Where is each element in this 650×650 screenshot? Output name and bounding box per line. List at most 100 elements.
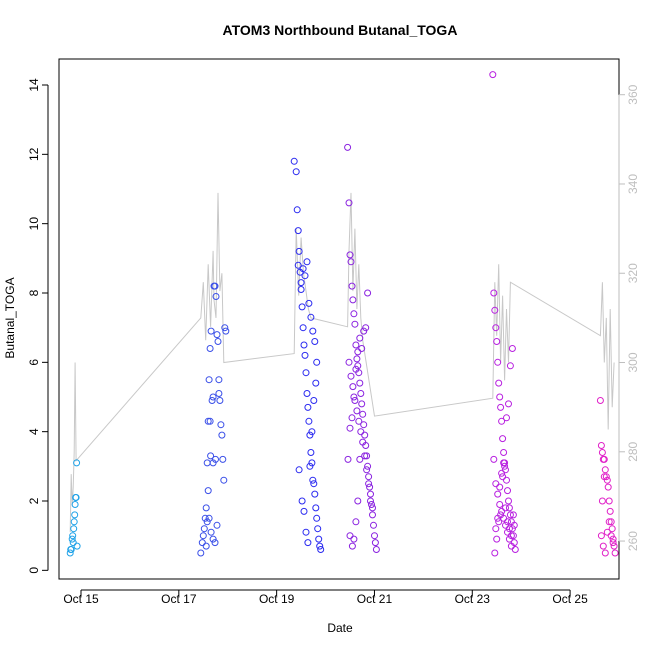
data-point xyxy=(361,431,369,439)
data-point xyxy=(504,528,511,536)
axes-layer: Oct 15 Oct 17 Oct 19 Oct 21 Oct 23 Oct 25 0 2 4 6… xyxy=(27,58,640,606)
data-point xyxy=(72,494,80,501)
data-point xyxy=(371,539,379,547)
data-point xyxy=(599,542,607,550)
y-tick-label: 10 xyxy=(27,217,41,231)
series-group xyxy=(344,143,380,553)
data-point xyxy=(71,501,79,508)
data-point xyxy=(220,476,228,484)
data-point xyxy=(313,514,321,522)
data-point xyxy=(308,428,316,436)
data-point xyxy=(492,525,500,533)
data-point xyxy=(509,511,517,519)
data-point xyxy=(354,362,362,370)
data-point xyxy=(499,473,507,481)
data-point xyxy=(502,521,509,529)
data-point xyxy=(493,535,501,543)
data-point xyxy=(369,511,376,519)
data-point xyxy=(215,390,223,397)
data-point xyxy=(218,431,226,439)
series-group xyxy=(489,71,519,557)
data-point xyxy=(605,518,613,526)
data-point xyxy=(298,497,306,505)
data-point xyxy=(601,466,609,474)
data-point xyxy=(69,532,77,540)
data-point xyxy=(363,466,371,474)
data-point xyxy=(212,293,220,300)
data-point xyxy=(209,459,217,467)
data-point xyxy=(202,542,210,550)
data-point xyxy=(203,459,211,467)
data-point xyxy=(221,324,229,332)
data-point xyxy=(308,459,316,467)
y-tick-label: 14 xyxy=(27,78,41,92)
data-point xyxy=(200,525,208,533)
data-point xyxy=(305,417,313,425)
data-point xyxy=(303,258,311,266)
points-layer xyxy=(66,71,619,557)
data-point xyxy=(67,546,75,553)
data-point xyxy=(607,518,615,526)
data-point xyxy=(70,525,78,533)
altitude-line-layer xyxy=(69,192,615,533)
data-point xyxy=(316,542,324,550)
data-point xyxy=(361,452,369,460)
y-tick-label: 2 xyxy=(27,497,41,504)
data-point xyxy=(68,535,76,543)
data-point xyxy=(215,376,223,384)
data-point xyxy=(505,504,513,512)
x-tick-label: Oct 25 xyxy=(552,592,588,606)
data-point xyxy=(609,539,617,547)
data-point xyxy=(493,338,501,345)
data-point xyxy=(197,549,205,557)
series-group xyxy=(596,397,619,557)
data-point xyxy=(198,539,206,547)
data-point xyxy=(356,455,364,463)
data-point xyxy=(365,480,373,488)
data-point xyxy=(368,501,375,508)
y-tick-label: 4 xyxy=(27,428,41,435)
data-point xyxy=(301,351,309,359)
data-point xyxy=(507,532,515,540)
data-point xyxy=(350,310,358,318)
data-point xyxy=(511,546,519,553)
data-point xyxy=(492,324,500,332)
data-point xyxy=(491,549,499,557)
data-point xyxy=(607,532,615,540)
data-point xyxy=(371,532,378,540)
right-axis-tick-label: 360 xyxy=(626,84,640,104)
data-point xyxy=(303,390,311,397)
data-point xyxy=(66,549,74,557)
right-axis-tick-label: 340 xyxy=(626,174,640,194)
data-point xyxy=(295,466,303,474)
series-group xyxy=(290,157,325,553)
data-point xyxy=(506,362,514,370)
data-point xyxy=(205,376,213,384)
chart-title: ATOM3 Northbound Butanal_TOGA xyxy=(223,22,458,38)
data-point xyxy=(601,549,609,557)
right-axis-tick-label: 300 xyxy=(626,352,640,372)
data-point xyxy=(310,397,318,404)
data-point xyxy=(364,289,372,297)
data-point xyxy=(314,525,322,533)
data-point xyxy=(302,369,310,377)
data-point xyxy=(346,424,354,432)
data-point xyxy=(600,473,608,481)
data-point xyxy=(495,379,503,387)
data-point xyxy=(348,542,356,550)
right-axis-tick-label: 280 xyxy=(626,441,640,461)
data-point xyxy=(499,435,507,443)
data-point xyxy=(73,542,81,550)
data-point xyxy=(504,487,511,495)
data-point xyxy=(298,303,306,311)
data-point xyxy=(495,518,503,526)
data-point xyxy=(294,227,302,235)
data-point xyxy=(349,383,357,391)
data-point xyxy=(300,341,308,349)
data-point xyxy=(206,345,214,352)
data-point xyxy=(598,497,606,505)
data-point xyxy=(307,313,315,321)
data-point xyxy=(360,327,368,335)
data-point xyxy=(500,459,508,467)
